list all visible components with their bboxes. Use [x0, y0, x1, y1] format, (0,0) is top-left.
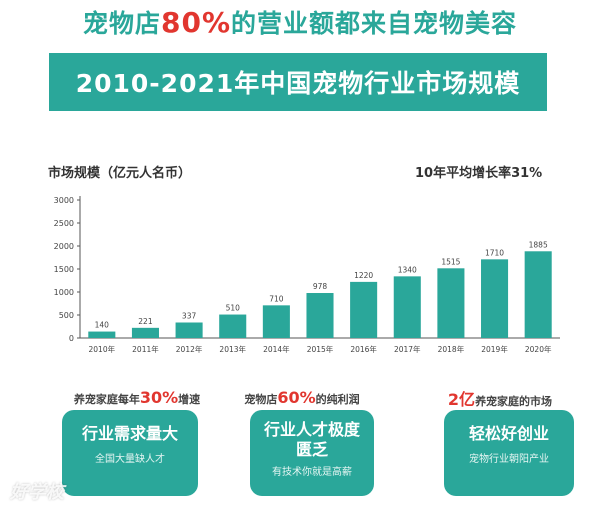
- bar: [88, 331, 116, 338]
- x-tick-label: 2020年: [525, 344, 552, 354]
- x-tick-label: 2015年: [307, 344, 334, 354]
- stat-profit-value: 60%: [277, 388, 316, 407]
- headline-suffix: 的营业额都来自宠物美容: [231, 9, 518, 38]
- card-demand-title: 行业需求量大: [81, 424, 178, 443]
- y-axis-title: 市场规模（亿元人名币）: [48, 166, 192, 181]
- bar-value-label: 221: [138, 317, 153, 326]
- bar: [175, 322, 203, 338]
- y-tick-label: 0: [69, 334, 74, 343]
- bar-value-label: 710: [269, 294, 284, 303]
- bar: [350, 281, 378, 338]
- bar: [131, 327, 159, 338]
- stat-profit-post: 的纯利润: [315, 393, 360, 406]
- stat-growth: 养宠家庭每年30%增速: [62, 388, 212, 407]
- stat-growth-pre: 养宠家庭每年: [73, 393, 140, 406]
- headline: 宠物店80%的营业额都来自宠物美容: [0, 4, 600, 40]
- bar: [524, 251, 552, 338]
- bar: [437, 268, 465, 338]
- x-tick-label: 2017年: [394, 344, 421, 354]
- card-startup-title: 轻松好创业: [468, 424, 549, 443]
- x-tick-label: 2011年: [132, 344, 159, 354]
- bar: [393, 276, 421, 338]
- bar-value-label: 337: [182, 311, 197, 320]
- x-tick-label: 2019年: [481, 344, 508, 354]
- bar-value-label: 1340: [398, 265, 417, 274]
- card-talent: 行业人才极度匮乏 有技术你就是高薪: [250, 410, 374, 496]
- bar-value-label: 140: [95, 321, 110, 330]
- x-tick-label: 2014年: [263, 344, 290, 354]
- y-tick-label: 1000: [54, 288, 74, 297]
- bar-value-label: 1515: [441, 257, 460, 266]
- x-tick-label: 2013年: [219, 344, 246, 354]
- stat-market: 2亿养宠家庭的市场: [430, 386, 570, 410]
- bar-value-label: 1885: [529, 240, 548, 249]
- title-banner: 2010-2021年中国宠物行业市场规模: [49, 53, 547, 111]
- card-talent-title: 行业人才极度匮乏: [264, 420, 361, 459]
- y-tick-label: 500: [59, 311, 74, 320]
- watermark-logo: 好学校: [10, 478, 64, 504]
- bar: [262, 305, 290, 338]
- x-tick-label: 2018年: [438, 344, 465, 354]
- x-tick-label: 2012年: [176, 344, 203, 354]
- stat-market-value: 2亿: [447, 390, 476, 409]
- stat-growth-value: 30%: [139, 388, 179, 407]
- bar-value-label: 978: [313, 282, 328, 291]
- bar-chart: 0 500 1000 1500 2000 2500 3000 140 2010年 221 2011…: [54, 196, 560, 354]
- headline-highlight: 80%: [160, 6, 232, 39]
- card-talent-sub: 有技术你就是高薪: [272, 467, 352, 478]
- y-tick-label: 3000: [54, 196, 74, 205]
- bar: [219, 314, 247, 338]
- banner-title: 2010-2021年中国宠物行业市场规模: [75, 69, 521, 98]
- bar-value-label: 1710: [485, 248, 504, 257]
- card-demand-sub: 全国大量缺人才: [95, 454, 165, 465]
- watermark-text: 好学校: [10, 482, 64, 503]
- card-startup-sub: 宠物行业朝阳产业: [469, 454, 549, 465]
- stat-profit: 宠物店60%的纯利润: [232, 388, 372, 407]
- y-tick-label: 2500: [54, 219, 74, 228]
- growth-rate-note: 10年平均增长率31%: [415, 166, 543, 181]
- y-tick-label: 1500: [54, 265, 74, 274]
- x-tick-label: 2016年: [350, 344, 377, 354]
- bar: [306, 293, 334, 338]
- card-demand: 行业需求量大 全国大量缺人才: [62, 410, 198, 496]
- stat-profit-pre: 宠物店: [244, 393, 278, 406]
- x-tick-label: 2010年: [89, 344, 116, 354]
- stat-growth-post: 增速: [178, 393, 201, 406]
- card-startup: 轻松好创业 宠物行业朝阳产业: [444, 410, 574, 496]
- bar: [481, 259, 509, 338]
- headline-prefix: 宠物店: [82, 9, 161, 38]
- y-tick-label: 2000: [54, 242, 74, 251]
- bar-value-label: 510: [226, 304, 241, 313]
- stat-market-post: 养宠家庭的市场: [475, 395, 553, 408]
- bar-value-label: 1220: [354, 271, 373, 280]
